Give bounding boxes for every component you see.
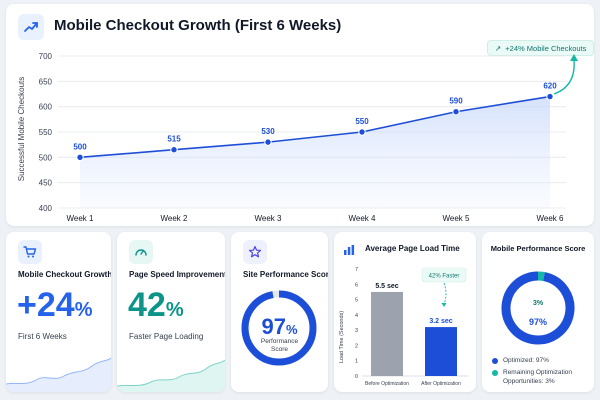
bar-chart-icon: [343, 243, 355, 255]
y-tick-label: 650: [39, 77, 53, 86]
load-bar-category: After Optimization: [421, 381, 461, 387]
x-tick-label: Week 5: [443, 214, 471, 223]
legend-item-optimized: Optimized: 97%: [492, 356, 590, 365]
page-title: Mobile Checkout Growth (First 6 Weeks): [54, 17, 342, 34]
load-y-tick-label: 0: [355, 374, 358, 380]
load-y-tick-label: 1: [355, 359, 358, 365]
area-fill: [80, 96, 550, 208]
donut-center-value: 97%: [529, 317, 547, 327]
y-tick-label: 400: [39, 204, 53, 213]
y-tick-label: 700: [39, 52, 53, 61]
growth-stat-label: Mobile Checkout Growth: [18, 270, 111, 279]
performance-ring-fill: [241, 290, 317, 366]
speed-stat-label: Page Speed Improvement: [129, 270, 225, 279]
gauge-icon: [129, 240, 153, 264]
data-label: 515: [167, 135, 181, 144]
data-point: [546, 92, 554, 101]
x-tick-label: Week 2: [161, 214, 189, 223]
data-label: 530: [261, 127, 275, 136]
speed-sparkline: [117, 359, 225, 392]
growth-stat-value: +24%: [17, 286, 93, 324]
site-performance-card: Site Performance Score 97% Performance S…: [231, 232, 328, 392]
performance-stat-label: Site Performance Score: [243, 270, 328, 279]
x-tick-label: Week 4: [349, 214, 377, 223]
data-point: [358, 128, 366, 136]
y-tick-label: 600: [39, 103, 53, 112]
checkout-growth-stat-card: Mobile Checkout Growth +24% First 6 Week…: [6, 232, 111, 392]
load-bar-category: Before Optimization: [365, 381, 409, 387]
data-label: 620: [543, 82, 557, 91]
donut-legend: Optimized: 97% Remaining Optimization Op…: [492, 356, 590, 386]
trending-up-icon: [18, 14, 44, 40]
x-tick-label: Week 6: [537, 214, 565, 223]
data-point: [264, 138, 272, 146]
load-bar: [371, 291, 403, 376]
load-bar-value: 3.2 sec: [429, 318, 452, 325]
data-label: 550: [355, 117, 369, 126]
load-y-tick-label: 4: [355, 313, 358, 319]
load-bar: [425, 327, 457, 376]
load-bar-value: 5.5 sec: [375, 283, 398, 290]
y-axis-label: Successful Mobile Checkouts: [17, 77, 26, 182]
faster-callout-box: [421, 267, 467, 283]
data-label: 500: [73, 142, 87, 151]
performance-score-caption: Performance Score: [260, 338, 299, 354]
data-label: 590: [449, 97, 463, 106]
annotation-arrow: [553, 59, 575, 95]
x-tick-label: Week 3: [255, 214, 283, 223]
data-point: [170, 146, 178, 154]
growth-badge: ↗ +24% Mobile Checkouts: [487, 40, 594, 56]
growth-badge-label: +24% Mobile Checkouts: [505, 43, 587, 53]
donut-remaining-label: 3%: [533, 300, 544, 307]
load-y-tick-label: 5: [355, 298, 358, 304]
legend-item-remaining: Remaining Optimization Opportunities: 3%: [492, 368, 590, 386]
checkout-line-chart: Successful Mobile Checkouts 400 450 500 550…: [17, 52, 578, 223]
load-y-tick-label: 2: [355, 343, 358, 349]
y-tick-label: 500: [39, 153, 53, 162]
series-line: [79, 95, 551, 159]
performance-score-value: 97%: [261, 314, 298, 339]
speed-stat-sub: Faster Page Loading: [129, 332, 204, 341]
x-tick-label: Week 1: [67, 214, 95, 223]
y-tick-label: 450: [39, 179, 53, 188]
mobile-score-donut: 3% 97%: [501, 271, 575, 345]
y-tick-label: 550: [39, 128, 53, 137]
load-y-tick-label: 3: [355, 328, 358, 334]
callout-arrow: [443, 282, 447, 305]
load-y-tick-label: 7: [355, 267, 358, 273]
mobile-score-card: Mobile Performance Score 3% 97% Optimize…: [482, 232, 594, 392]
checkout-growth-card: Mobile Checkout Growth (First 6 Weeks) ↗…: [6, 4, 594, 226]
donut-remaining-segment: [501, 271, 575, 345]
growth-sparkline: [6, 357, 111, 392]
data-point: [76, 153, 84, 162]
growth-stat-sub: First 6 Weeks: [18, 332, 67, 341]
annotation-arrow-head: [570, 54, 578, 61]
data-point: [452, 108, 460, 116]
load-y-tick-label: 6: [355, 282, 358, 288]
load-y-axis-label: Load Time (Seconds): [339, 311, 345, 363]
load-time-title: Average Page Load Time: [365, 244, 460, 253]
donut-optimized-segment: [501, 271, 575, 345]
performance-ring: [241, 290, 317, 366]
legend-dot-optimized: [492, 358, 498, 364]
callout-arrow-head: [441, 303, 447, 307]
star-icon: [243, 240, 267, 264]
legend-dot-remaining: [492, 370, 498, 377]
load-time-card: Average Page Load Time Load Time (Second…: [334, 232, 476, 392]
load-time-bar-chart: Load Time (Seconds) 0 1 2 3 4 5 6 7 5.5 sec Befo…: [339, 267, 468, 387]
page-speed-card: Page Speed Improvement 42% Faster Page L…: [117, 232, 225, 392]
faster-callout-label: 42% Faster: [429, 274, 460, 280]
cart-icon: [18, 240, 42, 264]
speed-stat-value: 42%: [128, 286, 184, 324]
trend-arrow-icon: ↗: [495, 43, 502, 53]
mobile-score-title: Mobile Performance Score: [490, 244, 586, 253]
